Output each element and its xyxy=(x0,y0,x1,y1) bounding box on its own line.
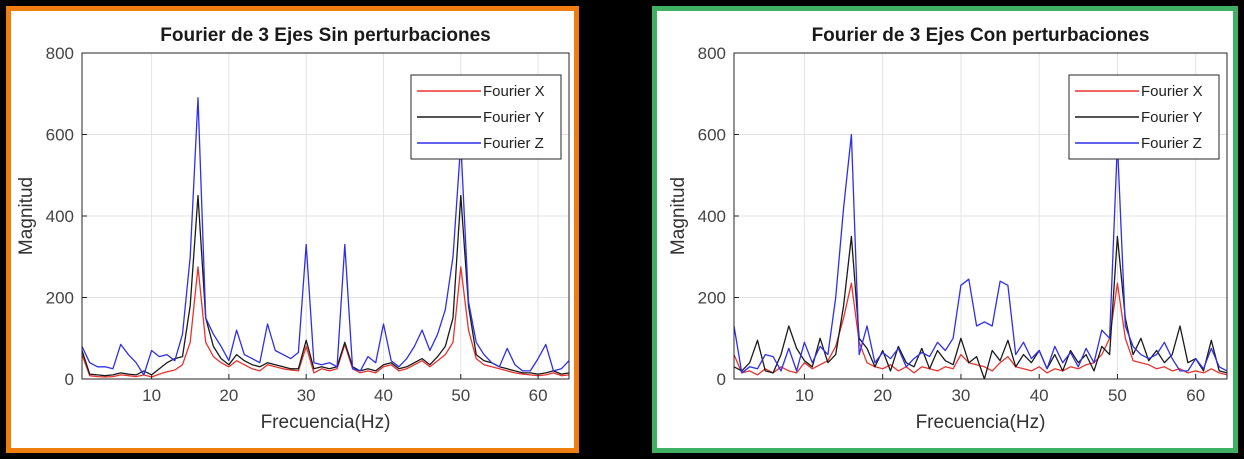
x-tick-label: 50 xyxy=(1108,386,1127,405)
legend-label: Fourier Z xyxy=(483,135,544,152)
chart-panel-con-perturbaciones: 10 20 30 40 50 60 0 200 400 600 800 Fourier de 3 Ej… xyxy=(652,6,1238,453)
legend-label: Fourier X xyxy=(1141,83,1203,100)
x-tick-label: 60 xyxy=(529,386,548,405)
y-tick-label: 400 xyxy=(46,207,74,226)
y-tick-label: 400 xyxy=(698,207,726,226)
series-line-fourier-z xyxy=(81,97,570,376)
legend-label: Fourier Z xyxy=(1141,135,1202,152)
y-tick-label: 0 xyxy=(65,370,74,389)
legend-label: Fourier Y xyxy=(1141,109,1202,126)
series-line-fourier-z xyxy=(733,133,1228,374)
series-line-fourier-y xyxy=(81,194,570,377)
y-axis-label: Magnitud xyxy=(16,177,37,255)
x-tick-label: 60 xyxy=(1186,386,1205,405)
series-line-fourier-y xyxy=(733,235,1228,380)
chart-title: Fourier de 3 Ejes Con perturbaciones xyxy=(812,25,1150,46)
series-line-fourier-x xyxy=(81,266,570,378)
series-line-fourier-x xyxy=(733,282,1228,376)
x-tick-label: 20 xyxy=(873,386,892,405)
y-tick-label: 800 xyxy=(46,44,74,63)
y-axis-label: Magnitud xyxy=(668,177,689,255)
y-tick-label: 200 xyxy=(46,289,74,308)
x-axis-label: Frecuencia(Hz) xyxy=(916,412,1046,433)
x-axis-label: Frecuencia(Hz) xyxy=(261,412,391,433)
x-tick-label: 30 xyxy=(951,386,970,405)
x-tick-label: 40 xyxy=(374,386,393,405)
legend-label: Fourier Y xyxy=(483,109,544,126)
legend: Fourier X Fourier Y Fourier Z xyxy=(410,74,562,160)
y-tick-label: 800 xyxy=(698,44,726,63)
x-tick-label: 30 xyxy=(297,386,316,405)
y-tick-label: 200 xyxy=(698,289,726,308)
legend-label: Fourier X xyxy=(483,83,545,100)
chart-panel-sin-perturbaciones: 10 20 30 40 50 60 0 200 400 600 800 Fourier de 3 Ej… xyxy=(6,6,579,453)
x-tick-label: 40 xyxy=(1030,386,1049,405)
legend: Fourier X Fourier Y Fourier Z xyxy=(1068,74,1220,160)
x-tick-label: 50 xyxy=(451,386,470,405)
y-tick-label: 0 xyxy=(717,370,726,389)
chart-title: Fourier de 3 Ejes Sin perturbaciones xyxy=(160,25,491,46)
x-tick-label: 10 xyxy=(795,386,814,405)
x-tick-label: 20 xyxy=(219,386,238,405)
y-tick-label: 600 xyxy=(698,126,726,145)
x-tick-label: 10 xyxy=(142,386,161,405)
y-tick-label: 600 xyxy=(46,126,74,145)
